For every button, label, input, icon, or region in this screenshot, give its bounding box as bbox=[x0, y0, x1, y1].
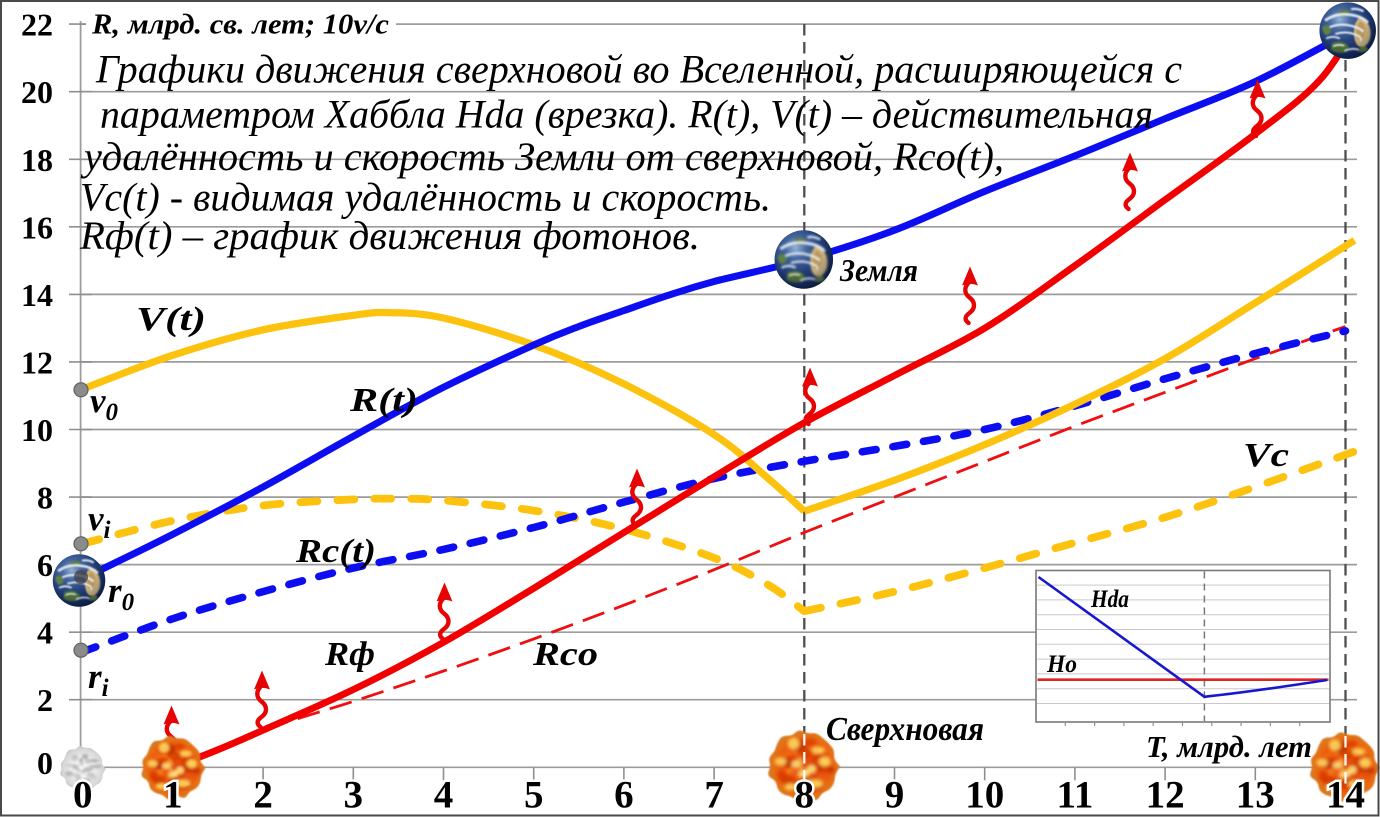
svg-text:0: 0 bbox=[73, 774, 93, 817]
svg-text:2: 2 bbox=[253, 774, 273, 817]
svg-text:Rф: Rф bbox=[324, 636, 375, 673]
svg-text:Графики движения сверхновой во: Графики движения сверхновой во Вселенной… bbox=[95, 47, 1182, 92]
svg-text:6: 6 bbox=[614, 774, 634, 817]
svg-text:Земля: Земля bbox=[839, 252, 918, 288]
svg-text:Vc(t) - видимая удалённость и: Vc(t) - видимая удалённость и скорость. bbox=[80, 174, 771, 219]
svg-text:14: 14 bbox=[1326, 774, 1365, 817]
svg-text:Rc(t): Rc(t) bbox=[295, 533, 376, 570]
svg-text:параметром Хаббла Hda (врезка): параметром Хаббла Hda (врезка). R(t), V(… bbox=[100, 91, 1153, 136]
svg-text:0: 0 bbox=[37, 745, 53, 781]
svg-text:Hda: Hda bbox=[1090, 586, 1129, 613]
svg-text:10: 10 bbox=[965, 774, 1004, 817]
svg-text:2: 2 bbox=[37, 682, 53, 718]
svg-text:14: 14 bbox=[21, 277, 53, 313]
svg-text:удалённость и скорость Земли о: удалённость и скорость Земли от сверхнов… bbox=[80, 134, 1004, 179]
svg-text:3: 3 bbox=[344, 774, 364, 817]
svg-text:13: 13 bbox=[1236, 774, 1275, 817]
svg-text:12: 12 bbox=[21, 344, 53, 380]
svg-text:1: 1 bbox=[163, 774, 183, 817]
svg-text:Rф(t) – график движения фотоно: Rф(t) – график движения фотонов. bbox=[79, 213, 700, 258]
svg-text:Vc: Vc bbox=[1243, 437, 1289, 474]
svg-text:V(t): V(t) bbox=[136, 301, 206, 338]
svg-text:T, млрд. лет: T, млрд. лет bbox=[1146, 729, 1312, 764]
svg-text:18: 18 bbox=[21, 142, 53, 178]
svg-text:16: 16 bbox=[21, 209, 53, 245]
svg-text:11: 11 bbox=[1056, 774, 1093, 817]
svg-text:R, млрд. св. лет; 10v/c: R, млрд. св. лет; 10v/c bbox=[91, 10, 390, 41]
svg-text:9: 9 bbox=[885, 774, 905, 817]
svg-text:6: 6 bbox=[37, 547, 53, 583]
svg-text:12: 12 bbox=[1146, 774, 1185, 817]
svg-text:Ho: Ho bbox=[1046, 651, 1077, 678]
svg-text:5: 5 bbox=[524, 774, 544, 817]
svg-text:10: 10 bbox=[21, 412, 53, 448]
svg-text:4: 4 bbox=[37, 615, 53, 651]
svg-text:Rco: Rco bbox=[532, 636, 598, 673]
svg-text:r0: r0 bbox=[108, 571, 135, 616]
svg-text:20: 20 bbox=[21, 74, 53, 110]
svg-text:4: 4 bbox=[434, 774, 454, 817]
svg-text:Сверхновая: Сверхновая bbox=[826, 711, 984, 748]
svg-text:8: 8 bbox=[37, 480, 53, 516]
svg-text:7: 7 bbox=[704, 774, 724, 817]
svg-text:22: 22 bbox=[21, 7, 53, 43]
svg-text:8: 8 bbox=[795, 774, 815, 817]
svg-text:R(t): R(t) bbox=[349, 382, 418, 419]
